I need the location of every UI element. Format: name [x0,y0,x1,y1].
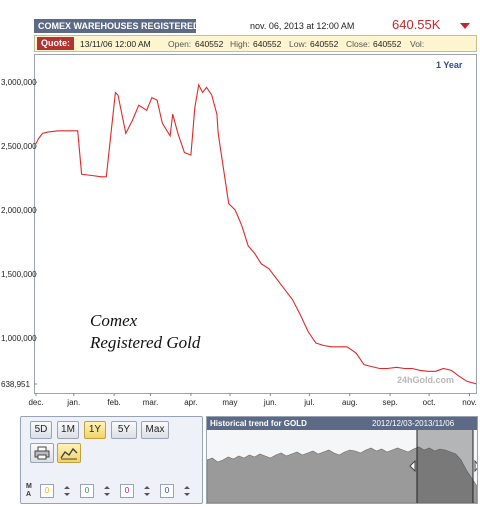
chart-annotation-line-2: Registered Gold [90,333,201,352]
ma-input-1[interactable]: 0 [40,484,54,498]
period-5y-button[interactable]: 5Y [111,421,137,439]
instrument-title: COMEX WAREHOUSES REGISTERED $ [34,19,196,33]
period-5d-button[interactable]: 5D [30,421,52,439]
price-down-arrow-icon [460,23,470,29]
quote-datetime: nov. 06, 2013 at 12:00 AM [250,21,355,31]
x-tick-label: nov. [462,398,477,407]
ma-stepper-4-icon[interactable] [183,484,191,498]
x-tick-label: apr. [184,398,197,407]
series-line [35,83,477,385]
ma-label-m: M [26,483,32,490]
printer-icon [34,446,50,460]
x-tick-label: dec. [28,398,43,407]
x-tick-label: jun. [263,398,277,407]
last-price: 640.55K [392,17,441,32]
ma-input-2[interactable]: 0 [80,484,94,498]
x-tick-label: aug. [342,398,358,407]
quote-low: 640552 [310,39,339,49]
ma-stepper-1-icon[interactable] [63,484,71,498]
y-tick-label: 2,000,000 [1,206,37,215]
quote-bar [34,35,477,52]
line-chart-icon [60,447,78,460]
x-tick-label: sep. [383,398,398,407]
quote-label: Quote: [37,37,74,50]
quote-open: 640552 [195,39,224,49]
y-tick-label: 638,951 [1,380,30,389]
history-right-arrow-icon [474,459,477,473]
history-title: Historical trend for GOLD [210,419,307,428]
ma-label-a: A [26,491,32,498]
history-chart[interactable] [207,430,477,503]
x-tick-label: feb. [107,398,120,407]
ma-input-4[interactable]: 0 [160,484,174,498]
quote-open-key: Open: [168,39,192,49]
ma-input-3[interactable]: 0 [120,484,134,498]
print-button[interactable] [30,443,54,463]
quote-high: 640552 [253,39,282,49]
quote-high-key: High: [230,39,250,49]
range-label: 1 Year [436,60,463,70]
chart-annotation-line-1: Comex [90,311,138,330]
x-tick-label: mar. [143,398,159,407]
chart-panel[interactable] [34,54,477,394]
ma-stepper-2-icon[interactable] [103,484,111,498]
history-area [207,446,477,503]
x-tick-label: jul. [303,398,314,407]
period-max-button[interactable]: Max [141,421,169,439]
quote-time: 13/11/06 12:00 AM [80,39,151,49]
quote-vol-key: Vol: [410,39,425,49]
y-tick-label: 2,500,000 [1,142,37,151]
period-1y-button[interactable]: 1Y [84,421,106,439]
quote-low-key: Low: [289,39,307,49]
x-tick-label: jan. [66,398,80,407]
history-selection [417,430,473,503]
quote-close-key: Close: [346,39,371,49]
history-header [207,417,477,430]
period-1m-button[interactable]: 1M [57,421,79,439]
y-tick-label: 3,000,000 [1,78,37,87]
watermark-logo: 24hGold.com [397,375,455,385]
history-range: 2012/12/03-2013/11/06 [372,419,455,428]
line-chart-toggle-button[interactable] [57,443,81,463]
x-tick-label: may [222,398,237,407]
y-tick-label: 1,000,000 [1,334,37,343]
quote-close: 640552 [373,39,402,49]
x-tick-label: oct. [423,398,436,407]
ma-stepper-3-icon[interactable] [143,484,151,498]
main-chart[interactable]: 3,000,000 2,500,000 2,000,000 1,500,000 1,00… [0,0,480,410]
y-tick-label: 1,500,000 [1,270,37,279]
history-left-arrow-icon [409,459,416,473]
